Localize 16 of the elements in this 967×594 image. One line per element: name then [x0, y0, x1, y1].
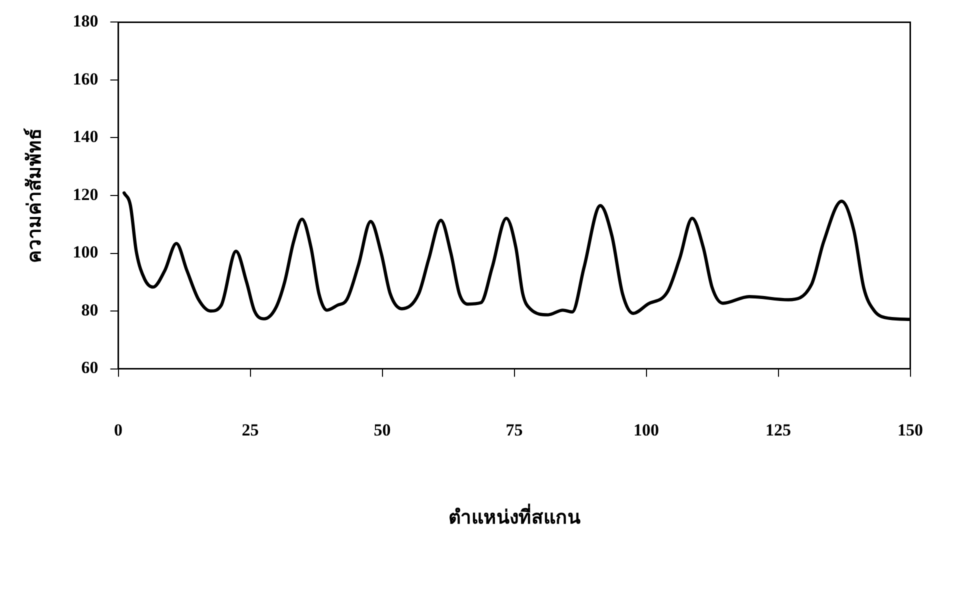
x-tick-label: 0 — [114, 420, 123, 440]
x-tick-label: 50 — [374, 420, 391, 440]
y-tick-label: 100 — [72, 242, 98, 262]
x-tick-label: 125 — [766, 420, 792, 440]
y-axis-title: ความค่าสัมพัทธ์ — [23, 128, 46, 263]
y-tick-label: 180 — [72, 12, 98, 31]
y-tick-label: 80 — [81, 300, 98, 320]
x-tick-label: 100 — [634, 420, 660, 440]
y-tick-label: 120 — [72, 184, 98, 204]
x-tick-label: 25 — [242, 420, 259, 440]
x-axis-title: ตำแหน่งที่สแกน — [448, 504, 580, 529]
y-tick-label: 60 — [81, 358, 98, 378]
y-tick-label: 160 — [72, 69, 98, 88]
y-tick-label: 140 — [72, 127, 98, 146]
x-tick-label: 150 — [898, 420, 923, 440]
x-tick-label: 75 — [506, 420, 523, 440]
